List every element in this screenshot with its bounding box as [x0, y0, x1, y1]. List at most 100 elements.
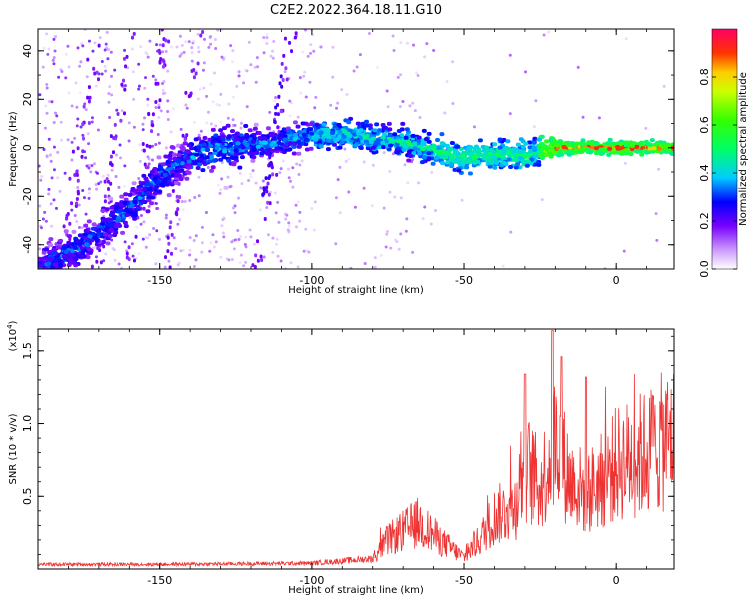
spectrogram-speckle [392, 49, 396, 53]
spectrogram-ridge-cell [86, 219, 92, 224]
spectrogram-speckle [91, 49, 95, 53]
spectrogram-speckle [106, 57, 110, 61]
spectrogram-ridge-cell [326, 138, 332, 143]
spectrogram-streak [169, 220, 173, 225]
colorbar-tick-label: 0.2 [698, 212, 711, 230]
spectrogram-streak [280, 84, 284, 89]
spectrogram-ridge-cell [554, 143, 560, 148]
snr-y-tick-label: 0.5 [21, 488, 34, 506]
spectrogram-speckle [83, 29, 87, 32]
spectrogram-speckle [184, 40, 188, 44]
spectrogram-ridge-cell [570, 144, 576, 149]
spectrogram-ridge-cell [504, 146, 510, 151]
snr-y-tick-label: 1.5 [21, 342, 34, 360]
spectrogram-speckle [222, 57, 226, 61]
spectrogram-speckle [87, 39, 91, 43]
snr-x-label: Height of straight line (km) [288, 585, 424, 596]
spectrogram-speckle [302, 249, 306, 253]
spectrogram-speckle [408, 104, 412, 108]
spectrogram-speckle [180, 43, 184, 47]
spectrogram-ridge-cell [314, 122, 320, 127]
spectrogram-speckle [397, 247, 401, 251]
spectrogram-ridge-cell [367, 123, 373, 128]
spectrogram-streak [154, 81, 158, 86]
spectrogram-speckle [45, 86, 49, 90]
spectrogram-ridge-cell [193, 137, 199, 142]
spectrogram-speckle [114, 174, 118, 178]
spectrogram-speckle [200, 241, 204, 245]
spectrogram-speckle [115, 108, 119, 112]
spectrogram-speckle [394, 238, 398, 242]
spectrogram-speckle [146, 97, 150, 101]
spectrogram-speckle [362, 186, 366, 190]
spectrogram-speckle [303, 29, 307, 32]
spectrogram-speckle [90, 116, 94, 120]
spectrogram-speckle [251, 169, 255, 173]
spectrogram-ridge-cell [46, 270, 51, 274]
spectrogram-ridge-cell [48, 243, 54, 248]
spectrogram-speckle [217, 183, 221, 187]
spectrogram-speckle [225, 257, 229, 261]
spectrogram-ridge-cell [506, 150, 512, 155]
spectrogram-streak [65, 213, 69, 218]
spectrogram-speckle [47, 137, 51, 141]
spectrogram-speckle [52, 168, 56, 172]
spectrogram-speckle [141, 128, 145, 132]
spectrogram-ridge-cell [282, 134, 288, 139]
spectrogram-speckle [277, 220, 281, 224]
spectrogram-ridge-cell [214, 145, 220, 150]
spectrogram-ridge-cell [129, 210, 135, 215]
spectrogram-ridge-cell [557, 149, 563, 154]
spectrogram-ridge-cell [104, 225, 110, 230]
spectrogram-ridge-cell [218, 128, 224, 133]
spectrogram-ridge-cell [247, 128, 253, 133]
spectrogram-ridge-cell [44, 247, 50, 252]
spectrogram-ridge-cell [154, 185, 160, 190]
spectrogram-ridge-cell [108, 217, 114, 222]
spectrogram-streak [97, 43, 101, 48]
spectrogram-speckle [219, 188, 223, 192]
spectrogram-ridge-cell [520, 150, 526, 155]
spectrogram-speckle [98, 36, 102, 40]
spectrogram-streak [168, 265, 172, 269]
spectrogram-speckle [117, 262, 121, 266]
spectrogram-streak [125, 255, 129, 260]
spectrogram-ridge-cell [444, 143, 450, 148]
spectrogram-ridge-cell [647, 142, 653, 147]
spectrogram-ridge-cell [345, 131, 351, 136]
colorbar-tick-label: 0.6 [698, 116, 711, 134]
spectrogram-streak [82, 136, 86, 141]
spectrogram-speckle [172, 236, 176, 240]
spectrogram-ridge-cell [360, 121, 366, 126]
spectrogram-streak [103, 199, 107, 204]
spectrogram-ridge-cell [162, 179, 168, 184]
spectrogram-speckle [306, 54, 310, 58]
spectrogram-speckle [430, 170, 434, 174]
spectrogram-speckle [79, 60, 83, 64]
spectrogram-ridge-cell [161, 162, 167, 167]
spectrogram-ridge-cell [123, 192, 129, 197]
spectrogram-streak [253, 264, 257, 269]
spectrogram-ridge-cell [169, 182, 175, 187]
spectrogram-streak [95, 259, 99, 264]
spectrogram-speckle [80, 42, 84, 46]
spectrogram-ridge-cell [101, 218, 107, 223]
spectrogram-speckle [508, 53, 512, 57]
spectrogram-streak [275, 172, 279, 177]
spectrogram-streak [157, 48, 161, 53]
spectrogram-speckle [313, 200, 317, 204]
spectrogram-ridge-cell [83, 228, 89, 233]
spectrogram-ridge-cell [229, 155, 235, 160]
spectrogram-ridge-cell [221, 126, 227, 131]
spectrogram-speckle [179, 127, 183, 131]
spectrogram-streak [132, 258, 136, 263]
spectrogram-speckle [75, 219, 79, 223]
spectrogram-speckle [261, 179, 265, 183]
spectrogram-streak [167, 241, 171, 246]
spectrogram-ridge-cell [87, 247, 93, 252]
spectrogram-speckle [268, 129, 272, 133]
spectrogram-speckle [421, 217, 425, 221]
spectrogram-ridge-cell [66, 240, 72, 245]
spectrogram-panel: -150 -100 -50 0 -40 -20 0 20 40 Height of strai… [8, 28, 675, 296]
spectrogram-speckle [218, 191, 222, 195]
